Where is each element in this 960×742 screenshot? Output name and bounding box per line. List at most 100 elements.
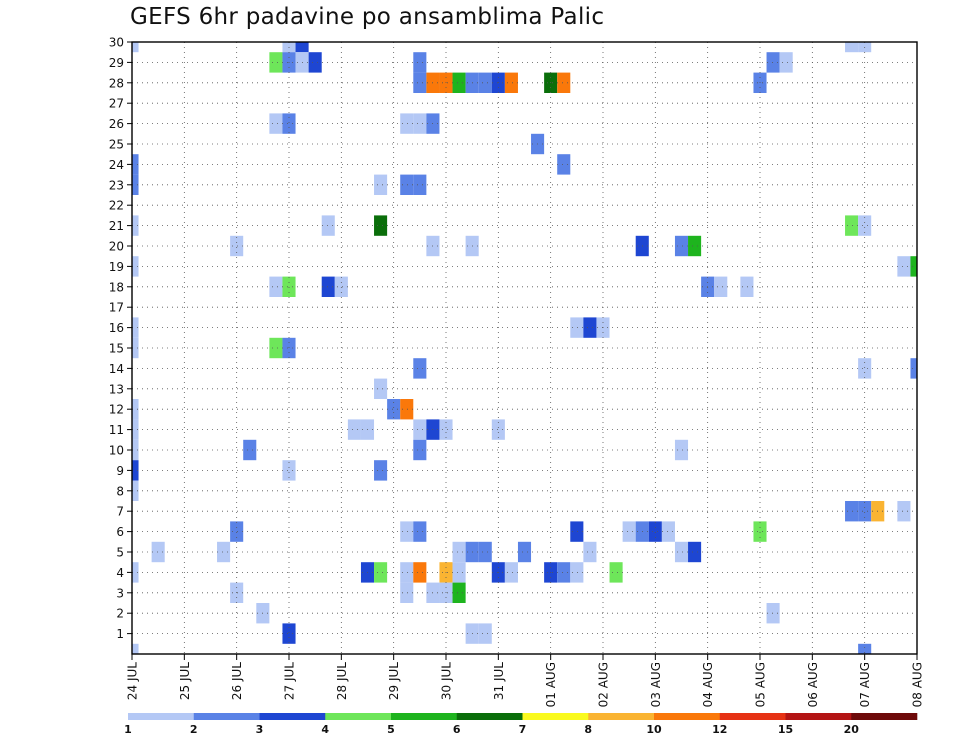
heatmap-cell bbox=[347, 419, 361, 440]
y-tick-label: 18 bbox=[109, 280, 124, 294]
heatmap-cell bbox=[452, 562, 466, 583]
colorbar-segment bbox=[193, 713, 260, 720]
heatmap-cell bbox=[400, 399, 414, 420]
colorbar-segment bbox=[785, 713, 852, 720]
x-tick-label: 30 JUL bbox=[440, 662, 454, 700]
y-tick-label: 4 bbox=[116, 566, 124, 580]
heatmap-cell bbox=[132, 317, 139, 338]
x-tick-label: 02 AUG bbox=[597, 662, 611, 707]
y-tick-label: 16 bbox=[109, 321, 124, 335]
colorbar-segment bbox=[588, 713, 655, 720]
grid-layer bbox=[132, 42, 917, 654]
heatmap-cell bbox=[413, 174, 427, 195]
y-tick-label: 14 bbox=[109, 362, 124, 376]
colorbar-segment bbox=[654, 713, 721, 720]
heatmap-cell bbox=[374, 174, 388, 195]
heatmap-cell bbox=[897, 256, 911, 277]
heatmap-cell bbox=[478, 623, 492, 644]
heatmap-cell bbox=[132, 42, 139, 53]
heatmap-cell bbox=[132, 643, 139, 654]
heatmap-cell bbox=[230, 521, 244, 542]
heatmap-cell bbox=[478, 72, 492, 93]
y-tick-label: 12 bbox=[109, 403, 124, 417]
heatmap-cell bbox=[583, 317, 597, 338]
heatmap-cell bbox=[478, 541, 492, 563]
heatmap-cell bbox=[400, 174, 414, 195]
y-tick-label: 30 bbox=[109, 36, 124, 50]
heatmap-cell bbox=[413, 113, 427, 134]
y-tick-label: 7 bbox=[116, 505, 124, 519]
colorbar-segment bbox=[128, 713, 195, 720]
heatmap-cell bbox=[374, 378, 388, 399]
colorbar-segment bbox=[456, 713, 523, 720]
x-tick-label: 27 JUL bbox=[283, 662, 297, 700]
y-tick-label: 26 bbox=[109, 117, 124, 131]
heatmap-cell bbox=[766, 603, 780, 624]
heatmap-cell bbox=[413, 72, 427, 93]
colorbar-label: 10 bbox=[646, 723, 662, 736]
heatmap-cell bbox=[132, 154, 139, 175]
heatmap-cell bbox=[491, 419, 505, 440]
heatmap-cell bbox=[400, 113, 414, 134]
y-tick-label: 24 bbox=[109, 158, 124, 172]
heatmap-cell bbox=[858, 501, 872, 522]
heatmap-cell bbox=[504, 72, 518, 93]
heatmap-cell bbox=[387, 399, 401, 420]
heatmap-cell bbox=[845, 42, 859, 53]
heatmap-cell bbox=[132, 337, 139, 359]
heatmap-cell bbox=[282, 276, 296, 297]
x-tick-label: 08 AUG bbox=[911, 662, 925, 707]
x-axis: 24 JUL 25 JUL 26 JUL 27 JUL 28 JUL 29 JUL 30 J… bbox=[126, 654, 925, 707]
x-tick-label: 01 AUG bbox=[544, 662, 558, 707]
heatmap-cell bbox=[661, 521, 675, 542]
heatmap-cell bbox=[413, 419, 427, 440]
heatmap-cell bbox=[230, 235, 244, 257]
heatmap-cell bbox=[845, 501, 859, 522]
x-tick-label: 25 JUL bbox=[178, 662, 192, 700]
y-tick-label: 9 bbox=[116, 464, 124, 478]
heatmap-cell bbox=[910, 256, 917, 277]
cells-layer bbox=[132, 42, 917, 654]
heatmap-cell bbox=[132, 480, 139, 501]
y-tick-label: 8 bbox=[116, 484, 124, 498]
heatmap-cell bbox=[132, 460, 139, 481]
x-tick-label: 29 JUL bbox=[387, 662, 401, 700]
y-tick-label: 11 bbox=[109, 423, 124, 437]
heatmap-cell bbox=[132, 256, 139, 277]
y-tick-label: 17 bbox=[109, 301, 124, 315]
heatmap-cell bbox=[674, 541, 689, 563]
heatmap-cell bbox=[374, 215, 388, 236]
heatmap-cell bbox=[269, 276, 283, 297]
x-tick-label: 03 AUG bbox=[649, 662, 663, 707]
heatmap-cell bbox=[897, 501, 911, 522]
heatmap-cell bbox=[374, 562, 388, 583]
colorbar-segment bbox=[259, 713, 326, 720]
heatmap-cell bbox=[374, 460, 388, 481]
heatmap-cell bbox=[334, 276, 348, 297]
heatmap-cell bbox=[753, 521, 767, 542]
colorbar-label: 5 bbox=[387, 723, 395, 736]
y-tick-label: 5 bbox=[116, 546, 124, 560]
colorbar: 1 2 3 4 5 6 7 8 10 12 15 20 bbox=[124, 713, 918, 736]
heatmap-cell bbox=[648, 521, 662, 542]
heatmap-cell bbox=[674, 439, 689, 461]
colorbar-segment bbox=[719, 713, 786, 720]
heatmap-cell bbox=[132, 174, 139, 195]
heatmap-cell bbox=[858, 358, 872, 379]
x-tick-label: 07 AUG bbox=[858, 662, 872, 707]
heatmap-cell bbox=[400, 582, 414, 603]
y-tick-label: 15 bbox=[109, 342, 124, 356]
heatmap-cell bbox=[452, 582, 466, 603]
heatmap-cell bbox=[858, 643, 872, 654]
heatmap-cell bbox=[308, 52, 322, 73]
y-tick-label: 27 bbox=[109, 97, 124, 111]
x-tick-label: 28 JUL bbox=[335, 662, 349, 700]
y-tick-label: 10 bbox=[109, 444, 124, 458]
heatmap-cell bbox=[269, 337, 283, 359]
heatmap-cell bbox=[282, 460, 296, 481]
y-tick-label: 22 bbox=[109, 199, 124, 213]
colorbar-label: 20 bbox=[844, 723, 860, 736]
y-tick-label: 29 bbox=[109, 56, 124, 70]
heatmap-cell bbox=[517, 541, 532, 563]
heatmap-cell bbox=[321, 276, 335, 297]
